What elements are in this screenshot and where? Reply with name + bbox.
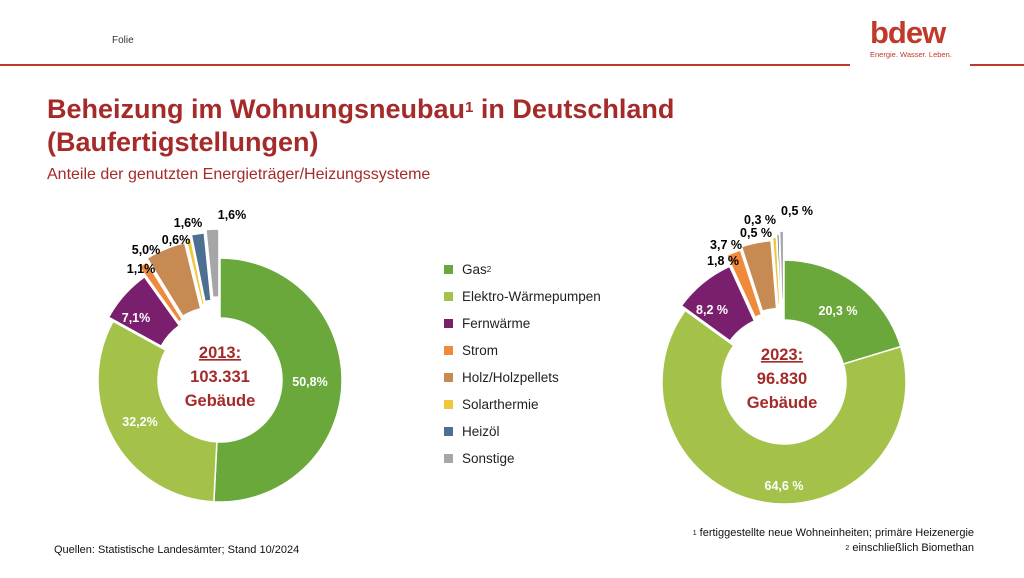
footnote-1-mark: 1	[692, 530, 697, 537]
donut-2023-center-unit: Gebäude	[747, 394, 818, 412]
title-line1: Beheizung im Wohnungsneubau	[47, 94, 465, 124]
donut-2013-slice-sonstige	[205, 228, 220, 299]
donut-2023-label-gas: 20,3 %	[819, 304, 858, 318]
donut-2013-label-heizoel: 1,6%	[174, 216, 203, 230]
donut-2023-label-solarthermie: 0,5 %	[740, 226, 772, 240]
legend-item-strom: Strom	[444, 337, 601, 364]
donut-2013-label-holz: 5,0%	[132, 243, 161, 257]
legend-item-sonstige: Sonstige	[444, 445, 601, 472]
donut-2013-label-waermepumpen: 32,2%	[122, 415, 157, 429]
title-footnote-mark: 1	[465, 99, 474, 116]
donut-2023-label-strom: 1,8 %	[707, 254, 739, 268]
legend-label-solarthermie: Solarthermie	[462, 397, 539, 412]
legend-item-fernwaerme: Fernwärme	[444, 310, 601, 337]
slide-subtitle: Anteile der genutzten Energieträger/Heiz…	[47, 166, 431, 183]
source-note: Quellen: Statistische Landesämter; Stand…	[54, 544, 300, 556]
donut-2023-center-year: 2023:	[761, 346, 803, 364]
logo-tagline: Energie. Wasser. Leben.	[870, 50, 952, 59]
donut-2023-slice-fernwaerme	[680, 265, 756, 343]
legend-sup-gas: 2	[486, 265, 492, 274]
legend-label-strom: Strom	[462, 343, 499, 358]
legend-item-holz: Holz/Holzpellets	[444, 364, 601, 391]
legend-label-fernwaerme: Fernwärme	[462, 316, 531, 331]
chart-legend: Gas 2 Elektro-Wärmepumpen Fernwärme Strom…	[444, 256, 601, 472]
legend-swatch-sonstige	[444, 454, 453, 463]
legend-item-heizoel: Heizöl	[444, 418, 601, 445]
header-rule-right	[970, 64, 1024, 66]
donut-2013-label-fernwaerme: 7,1%	[122, 311, 151, 325]
slide-title: Beheizung im Wohnungsneubau1 in Deutschl…	[47, 93, 674, 159]
footnotes: 1 fertiggestellte neue Wohneinheiten; pr…	[693, 526, 974, 556]
footnote-1-text: fertiggestellte neue Wohneinheiten; prim…	[696, 527, 974, 539]
legend-swatch-holz	[444, 373, 453, 382]
donut-2013-label-sonstige: 1,6%	[218, 208, 247, 222]
header-rule-left	[0, 64, 850, 66]
donut-2023-label-fernwaerme: 8,2 %	[696, 303, 728, 317]
legend-label-gas: Gas	[462, 262, 487, 277]
footnote-1: 1 fertiggestellte neue Wohneinheiten; pr…	[693, 526, 974, 541]
legend-item-waermepumpen: Elektro-Wärmepumpen	[444, 283, 601, 310]
donut-2013-center-unit: Gebäude	[185, 392, 256, 410]
title-line1-end: in Deutschland	[473, 94, 675, 124]
donut-2013-center-year: 2013:	[199, 344, 241, 362]
legend-item-solarthermie: Solarthermie	[444, 391, 601, 418]
donut-2013-slice-strom	[138, 260, 184, 324]
legend-item-gas: Gas 2	[444, 256, 601, 283]
donut-2023-slice-sonstige	[778, 230, 785, 300]
donut-2023-slice-heizoel	[775, 233, 783, 303]
logo-text: bdew	[870, 15, 946, 50]
donut-2013-label-gas: 50,8%	[292, 375, 327, 389]
legend-swatch-heizoel	[444, 427, 453, 436]
donut-2013-label-solarthermie: 0,6%	[162, 233, 191, 247]
donut-2023-label-waermepumpen: 64,6 %	[765, 479, 804, 493]
legend-swatch-waermepumpen	[444, 292, 453, 301]
donut-2013-slice-holz	[146, 241, 202, 318]
legend-label-sonstige: Sonstige	[462, 451, 515, 466]
donut-2013-center-count: 103.331	[190, 368, 250, 386]
donut-2013-slice-gas	[213, 257, 343, 503]
title-line2: (Baufertigstellungen)	[47, 127, 319, 157]
footnote-2: 2 einschließlich Biomethan	[693, 541, 974, 556]
donut-2023-slice-strom	[725, 249, 763, 319]
slide-label: Folie	[112, 35, 134, 46]
donut-2023-label-holz: 3,7 %	[710, 238, 742, 252]
footnote-2-mark: 2	[845, 545, 850, 552]
legend-swatch-gas	[444, 265, 453, 274]
donut-2013-slice-heizoel	[190, 232, 212, 303]
legend-swatch-strom	[444, 346, 453, 355]
donut-2013-slice-fernwaerme	[107, 275, 181, 348]
legend-swatch-fernwaerme	[444, 319, 453, 328]
legend-label-waermepumpen: Elektro-Wärmepumpen	[462, 289, 601, 304]
donut-2023-label-sonstige: 0,5 %	[781, 204, 813, 218]
legend-label-heizoel: Heizöl	[462, 424, 500, 439]
donut-2023-slice-solarthermie	[771, 236, 781, 307]
legend-label-holz: Holz/Holzpellets	[462, 370, 559, 385]
donut-2013-slice-waermepumpen	[97, 320, 218, 503]
bdew-logo: bdew Energie. Wasser. Leben.	[870, 15, 966, 59]
donut-2023-slice-holz	[740, 239, 778, 313]
donut-2023-slice-waermepumpen	[661, 309, 907, 505]
donut-2023-label-heizoel: 0,3 %	[744, 213, 776, 227]
donut-2023-center-count: 96.830	[757, 370, 807, 388]
legend-swatch-solarthermie	[444, 400, 453, 409]
donut-2013-label-strom: 1,1%	[127, 262, 156, 276]
footnote-2-text: einschließlich Biomethan	[849, 542, 974, 554]
donut-2013-slice-solarthermie	[185, 237, 206, 307]
